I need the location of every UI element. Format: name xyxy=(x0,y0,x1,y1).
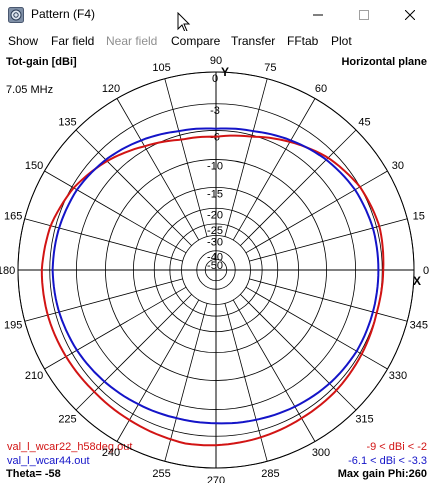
radial-tick-label: -40 xyxy=(207,252,223,264)
angle-spoke xyxy=(245,170,388,254)
angle-spoke xyxy=(224,78,268,237)
menu-show[interactable]: Show xyxy=(8,34,39,48)
angle-tick-label: 255 xyxy=(152,468,170,480)
radial-tick-label: -15 xyxy=(207,188,223,200)
angle-tick-label: 15 xyxy=(413,211,425,223)
angle-tick-label: 120 xyxy=(102,83,120,95)
angle-tick-label: 75 xyxy=(264,62,276,74)
radial-tick-label: -50 xyxy=(207,260,223,272)
angle-tick-label: 330 xyxy=(389,370,407,382)
angle-spoke xyxy=(240,294,357,411)
angle-spoke xyxy=(164,78,208,237)
radial-tick-label: -30 xyxy=(207,237,223,249)
max-gain-label: Max gain Phi:260 xyxy=(337,468,427,480)
legend-series-2-name: val_l_wcar44.out xyxy=(7,455,90,467)
angle-spoke xyxy=(24,218,183,262)
angle-tick-label: 240 xyxy=(102,447,120,459)
menu-transfer[interactable]: Transfer xyxy=(231,34,276,48)
pattern-series-1 xyxy=(40,134,385,447)
close-icon xyxy=(405,10,415,20)
angle-tick-label: 0 xyxy=(423,265,429,277)
angle-spoke xyxy=(116,98,200,241)
close-button[interactable] xyxy=(387,0,433,30)
angle-tick-label: 30 xyxy=(392,160,404,172)
x-axis-label: X xyxy=(413,274,421,288)
maximize-icon xyxy=(359,10,369,20)
menu-compare[interactable]: Compare xyxy=(171,34,221,48)
plane-label: Horizontal plane xyxy=(341,56,427,68)
minimize-icon xyxy=(313,14,323,16)
app-icon xyxy=(8,7,24,23)
theta-label: Theta= -58 xyxy=(6,468,61,480)
menu-fftab[interactable]: FFtab xyxy=(287,34,319,48)
angle-spoke xyxy=(245,286,388,370)
angle-tick-label: 180 xyxy=(0,265,15,277)
radial-tick-label: 0 xyxy=(212,73,218,85)
title-bar: Pattern (F4) xyxy=(0,0,433,33)
angle-tick-label: 300 xyxy=(312,447,330,459)
angle-spoke xyxy=(116,299,200,442)
angle-spoke xyxy=(249,278,408,322)
legend-series-1-range: -9 < dBi < -2 xyxy=(366,441,427,453)
radial-tick-label: -20 xyxy=(207,209,223,221)
angle-spoke xyxy=(24,278,183,322)
maximize-button[interactable] xyxy=(341,0,387,30)
y-axis-label: Y xyxy=(221,65,229,79)
angle-spoke xyxy=(164,303,208,462)
angle-spoke xyxy=(44,170,187,254)
menu-near-field[interactable]: Near field xyxy=(106,34,158,48)
angle-tick-label: 345 xyxy=(410,319,428,331)
angle-tick-label: 270 xyxy=(207,475,225,483)
angle-spoke xyxy=(232,98,316,241)
angle-tick-label: 150 xyxy=(25,160,43,172)
angle-tick-label: 225 xyxy=(58,414,76,426)
angle-tick-label: 90 xyxy=(210,55,222,67)
angle-tick-label: 285 xyxy=(261,468,279,480)
angle-tick-label: 210 xyxy=(25,370,43,382)
angle-tick-label: 165 xyxy=(4,211,22,223)
angle-tick-label: 105 xyxy=(152,62,170,74)
angle-tick-label: 60 xyxy=(315,83,327,95)
angle-tick-label: 195 xyxy=(4,319,22,331)
window-title: Pattern (F4) xyxy=(31,7,96,21)
minimize-button[interactable] xyxy=(295,0,341,30)
angle-spoke xyxy=(75,294,192,411)
menu-bar: Show Far field Near field Compare Transf… xyxy=(0,31,433,51)
menu-far-field[interactable]: Far field xyxy=(51,34,95,48)
polar-pattern-chart: 0 15 30 45 60 75 90 105 120 135 150 165 180 195 210 225… xyxy=(0,55,429,483)
pattern-series-2 xyxy=(51,127,380,425)
frequency-label: 7.05 MHz xyxy=(6,84,54,96)
angle-spoke xyxy=(232,299,316,442)
angle-spoke xyxy=(75,129,192,246)
angle-spoke xyxy=(240,129,357,246)
radial-tick-label: -3 xyxy=(210,105,220,117)
angle-spoke xyxy=(249,218,408,262)
angle-tick-label: 45 xyxy=(358,117,370,129)
radial-tick-label: -10 xyxy=(207,160,223,172)
legend-series-1-name: val_l_wcar22_h58deg.out xyxy=(7,441,133,453)
angle-spoke xyxy=(44,286,187,370)
angle-tick-label: 315 xyxy=(355,414,373,426)
legend-series-2-range: -6.1 < dBi < -3.3 xyxy=(348,455,427,467)
angle-tick-label: 135 xyxy=(58,117,76,129)
gain-type-label: Tot-gain [dBi] xyxy=(6,56,77,68)
menu-plot[interactable]: Plot xyxy=(331,34,352,48)
radial-tick-label: -25 xyxy=(207,225,223,237)
angle-spoke xyxy=(224,303,268,462)
